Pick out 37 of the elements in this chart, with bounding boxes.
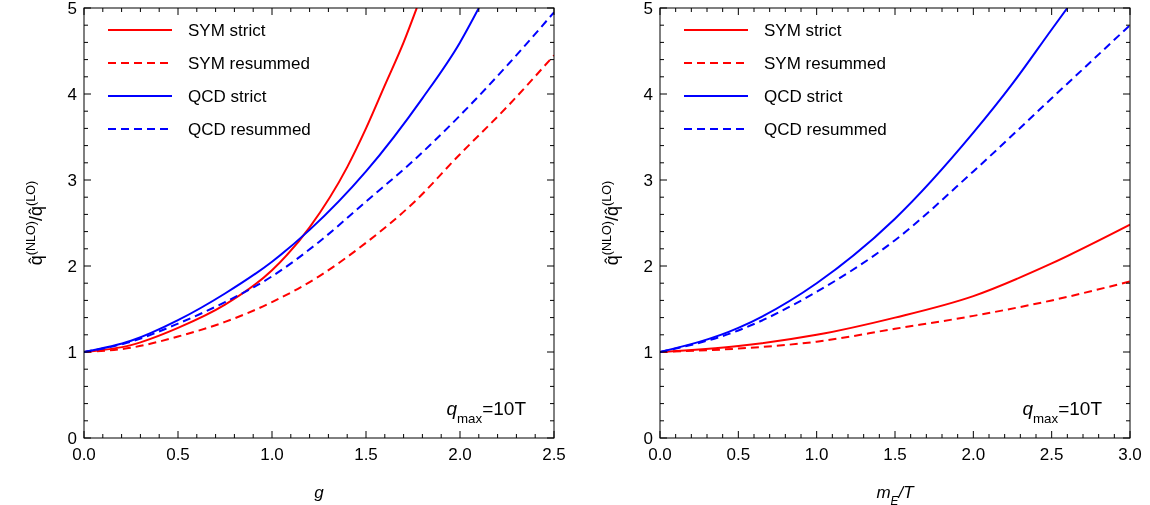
y-tick-label: 5 bbox=[67, 0, 77, 18]
y-tick-label: 4 bbox=[67, 85, 77, 104]
y-tick-label: 3 bbox=[643, 171, 653, 190]
x-tick-label: 0.5 bbox=[726, 445, 751, 464]
y-tick-label: 2 bbox=[643, 257, 653, 276]
y-tick-label: 1 bbox=[67, 343, 77, 362]
x-axis-title: g bbox=[314, 483, 325, 502]
y-tick-label: 1 bbox=[643, 343, 653, 362]
y-tick-label: 4 bbox=[643, 85, 653, 104]
legend-label: QCD resummed bbox=[764, 120, 887, 139]
y-tick-label: 5 bbox=[643, 0, 653, 18]
y-tick-label: 3 bbox=[67, 171, 77, 190]
x-tick-label: 3.0 bbox=[1118, 445, 1142, 464]
legend-label: SYM strict bbox=[188, 21, 266, 40]
y-tick-label: 0 bbox=[643, 429, 653, 448]
x-tick-label: 0.0 bbox=[72, 445, 96, 464]
x-tick-label: 2.0 bbox=[961, 445, 986, 464]
x-tick-label: 1.0 bbox=[804, 445, 829, 464]
x-tick-label: 0.0 bbox=[648, 445, 672, 464]
x-tick-label: 1.5 bbox=[883, 445, 907, 464]
x-tick-label: 0.5 bbox=[166, 445, 190, 464]
legend-label: SYM strict bbox=[764, 21, 842, 40]
x-tick-label: 2.0 bbox=[448, 445, 472, 464]
legend-label: SYM resummed bbox=[188, 54, 310, 73]
x-tick-label: 1.5 bbox=[354, 445, 378, 464]
legend-label: SYM resummed bbox=[764, 54, 886, 73]
legend-label: QCD strict bbox=[188, 87, 267, 106]
legend-label: QCD strict bbox=[764, 87, 843, 106]
x-tick-label: 2.5 bbox=[1039, 445, 1064, 464]
x-tick-label: 2.5 bbox=[542, 445, 566, 464]
annotation: q$_{max}$=10T bbox=[1022, 398, 1103, 426]
x-axis-title: m$_{E}$/T bbox=[876, 483, 916, 505]
x-tick-label: 1.0 bbox=[260, 445, 284, 464]
y-tick-label: 0 bbox=[67, 429, 77, 448]
annotation: q$_{max}$=10T bbox=[446, 398, 527, 426]
legend-label: QCD resummed bbox=[188, 120, 311, 139]
y-tick-label: 2 bbox=[67, 257, 77, 276]
